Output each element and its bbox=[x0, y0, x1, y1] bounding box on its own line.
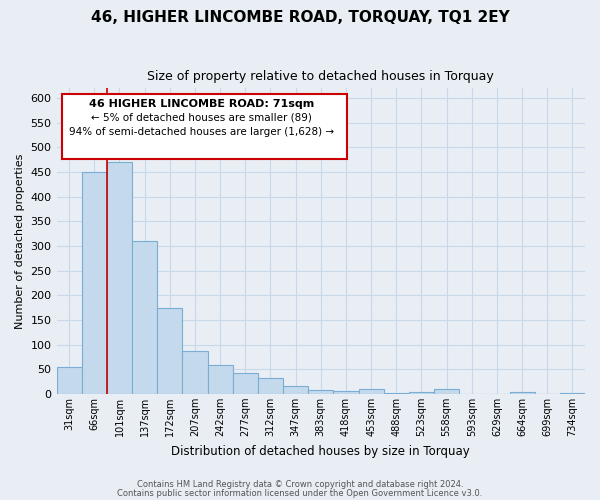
Bar bbox=[157, 308, 182, 394]
Text: 46, HIGHER LINCOMBE ROAD, TORQUAY, TQ1 2EY: 46, HIGHER LINCOMBE ROAD, TORQUAY, TQ1 2… bbox=[91, 10, 509, 25]
Title: Size of property relative to detached houses in Torquay: Size of property relative to detached ho… bbox=[148, 70, 494, 83]
Bar bbox=[409, 392, 434, 394]
Text: Contains HM Land Registry data © Crown copyright and database right 2024.: Contains HM Land Registry data © Crown c… bbox=[137, 480, 463, 489]
Bar bbox=[56, 367, 82, 394]
Bar bbox=[258, 378, 283, 394]
Bar bbox=[434, 389, 459, 394]
FancyBboxPatch shape bbox=[62, 94, 347, 158]
Bar bbox=[383, 393, 409, 394]
Text: ← 5% of detached houses are smaller (89): ← 5% of detached houses are smaller (89) bbox=[91, 113, 313, 123]
Y-axis label: Number of detached properties: Number of detached properties bbox=[15, 154, 25, 329]
Text: 94% of semi-detached houses are larger (1,628) →: 94% of semi-detached houses are larger (… bbox=[70, 126, 334, 136]
Bar bbox=[334, 391, 359, 394]
Bar bbox=[182, 350, 208, 394]
Bar bbox=[208, 366, 233, 394]
Bar bbox=[82, 172, 107, 394]
Bar bbox=[359, 389, 383, 394]
Bar bbox=[132, 241, 157, 394]
Bar bbox=[308, 390, 334, 394]
Bar bbox=[560, 393, 585, 394]
Text: Contains public sector information licensed under the Open Government Licence v3: Contains public sector information licen… bbox=[118, 489, 482, 498]
Text: 46 HIGHER LINCOMBE ROAD: 71sqm: 46 HIGHER LINCOMBE ROAD: 71sqm bbox=[89, 99, 314, 109]
Bar bbox=[509, 392, 535, 394]
Bar bbox=[107, 162, 132, 394]
Bar bbox=[233, 373, 258, 394]
Bar bbox=[283, 386, 308, 394]
X-axis label: Distribution of detached houses by size in Torquay: Distribution of detached houses by size … bbox=[172, 444, 470, 458]
